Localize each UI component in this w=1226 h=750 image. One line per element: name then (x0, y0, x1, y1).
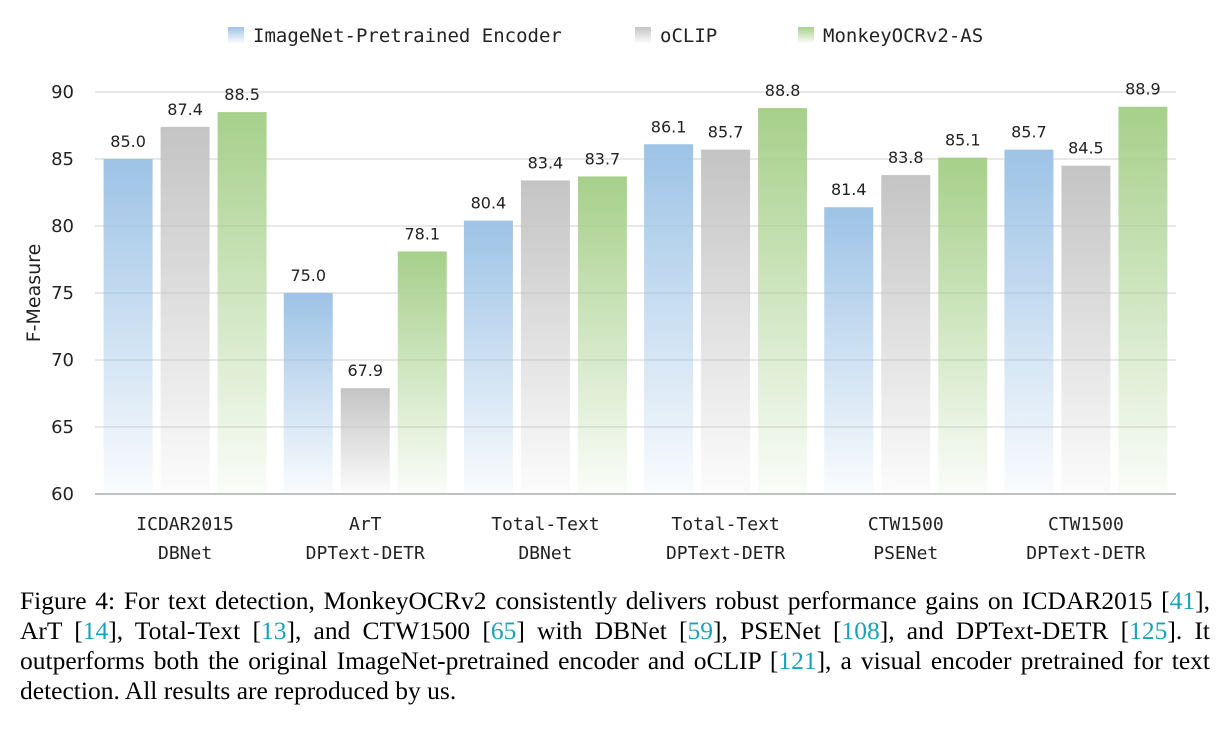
bars (103, 106, 1168, 495)
x-tick-label: ICDAR2015 (136, 514, 234, 535)
citation-ref[interactable]: 59 (687, 616, 714, 645)
citation-ref[interactable]: 125 (1129, 616, 1168, 645)
y-tick-label: 90 (51, 82, 74, 103)
bar (881, 175, 931, 494)
citation-ref[interactable]: 14 (82, 616, 109, 645)
citation-ref[interactable]: 41 (1169, 586, 1196, 615)
x-tick-label: DBNet (158, 543, 212, 564)
y-tick-label: 60 (51, 484, 74, 505)
y-tick-label: 65 (51, 417, 74, 438)
data-label: 75.0 (290, 266, 326, 285)
y-tick-label: 70 (51, 350, 74, 371)
legend-swatch (798, 27, 814, 43)
caption-text: ]. It outperforms both the original Imag… (20, 616, 1210, 675)
caption-text: ], and DPText-DETR [ (879, 616, 1130, 645)
x-tick-label: Total-Text (671, 514, 779, 535)
y-tick-label: 75 (51, 283, 74, 304)
bar (340, 388, 390, 494)
bar (577, 176, 627, 495)
gridlines (95, 91, 1176, 495)
bar (938, 157, 988, 494)
data-label: 88.9 (1125, 80, 1161, 99)
data-label: 81.4 (831, 180, 867, 199)
caption-text: Figure 4: For text detection, MonkeyOCRv… (20, 586, 1170, 615)
bar (217, 112, 267, 494)
bar (1118, 106, 1168, 495)
legend-swatch (635, 27, 651, 43)
x-axis-categories: ICDAR2015 DBNet ArT DPText-DETR Total-Text DB… (136, 514, 1145, 564)
caption-text: ], ArT [ (20, 586, 1210, 645)
data-label: 78.1 (404, 224, 440, 243)
caption-text: ], and CTW1500 [ (286, 616, 491, 645)
caption-text: ], PSENet [ (713, 616, 842, 645)
data-labels: 85.0 87.4 88.5 75.0 67.9 78.1 80.4 83.4 83.7 86.1… (110, 80, 1160, 380)
bar (160, 126, 210, 494)
bar (1004, 149, 1054, 494)
data-label: 67.9 (347, 361, 383, 380)
citation-ref[interactable]: 65 (490, 616, 517, 645)
legend-entry: oCLIP (660, 25, 717, 47)
bar (103, 159, 153, 494)
caption-text: ] with DBNet [ (516, 616, 688, 645)
data-label: 84.5 (1068, 139, 1104, 158)
data-label: 88.5 (224, 85, 260, 104)
bar (397, 251, 447, 494)
data-label: 83.4 (528, 153, 564, 172)
data-label: 80.4 (471, 194, 507, 213)
data-label: 88.8 (765, 81, 801, 100)
legend: ImageNet-Pretrained Encoder oCLIP MonkeyOC… (228, 25, 983, 47)
bar (463, 220, 513, 494)
legend-entry: ImageNet-Pretrained Encoder (253, 25, 562, 47)
citation-ref[interactable]: 108 (841, 616, 880, 645)
data-label: 87.4 (167, 100, 203, 119)
bar (283, 293, 333, 494)
data-label: 85.7 (708, 123, 744, 142)
bar (644, 144, 694, 494)
y-tick-label: 80 (51, 216, 74, 237)
x-tick-label: CTW1500 (1048, 514, 1124, 535)
bar (1061, 165, 1111, 494)
x-tick-label: DPText-DETR (306, 543, 425, 564)
legend-entry: MonkeyOCRv2-AS (823, 25, 983, 47)
x-tick-label: PSENet (873, 543, 938, 564)
y-axis-label: F-Measure (23, 244, 45, 343)
data-label: 85.0 (110, 132, 146, 151)
bar (520, 180, 570, 494)
bar (758, 108, 808, 494)
data-label: 83.7 (585, 149, 621, 168)
bar (701, 149, 751, 494)
caption-text: ], Total-Text [ (108, 616, 261, 645)
x-tick-label: CTW1500 (868, 514, 944, 535)
citation-ref[interactable]: 13 (260, 616, 287, 645)
legend-swatch (228, 27, 244, 43)
x-tick-label: DPText-DETR (1026, 543, 1145, 564)
data-label: 85.1 (945, 131, 981, 150)
x-tick-label: Total-Text (491, 514, 599, 535)
caption-text: ], a visual encoder pretrained for text … (20, 646, 1210, 705)
data-label: 83.8 (888, 148, 924, 167)
citation-ref[interactable]: 121 (778, 646, 817, 675)
bar-chart: ImageNet-Pretrained Encoder oCLIP MonkeyOC… (23, 25, 1176, 564)
data-label: 85.7 (1011, 123, 1047, 142)
x-tick-label: DPText-DETR (666, 543, 785, 564)
bar (824, 207, 874, 495)
x-tick-label: DBNet (518, 543, 572, 564)
x-tick-label: ArT (349, 514, 382, 535)
data-label: 86.1 (651, 117, 687, 136)
figure-caption: Figure 4: For text detection, MonkeyOCRv… (20, 586, 1210, 706)
y-tick-label: 85 (51, 149, 74, 170)
y-axis-ticks: 60 65 70 75 80 85 90 (51, 82, 74, 505)
